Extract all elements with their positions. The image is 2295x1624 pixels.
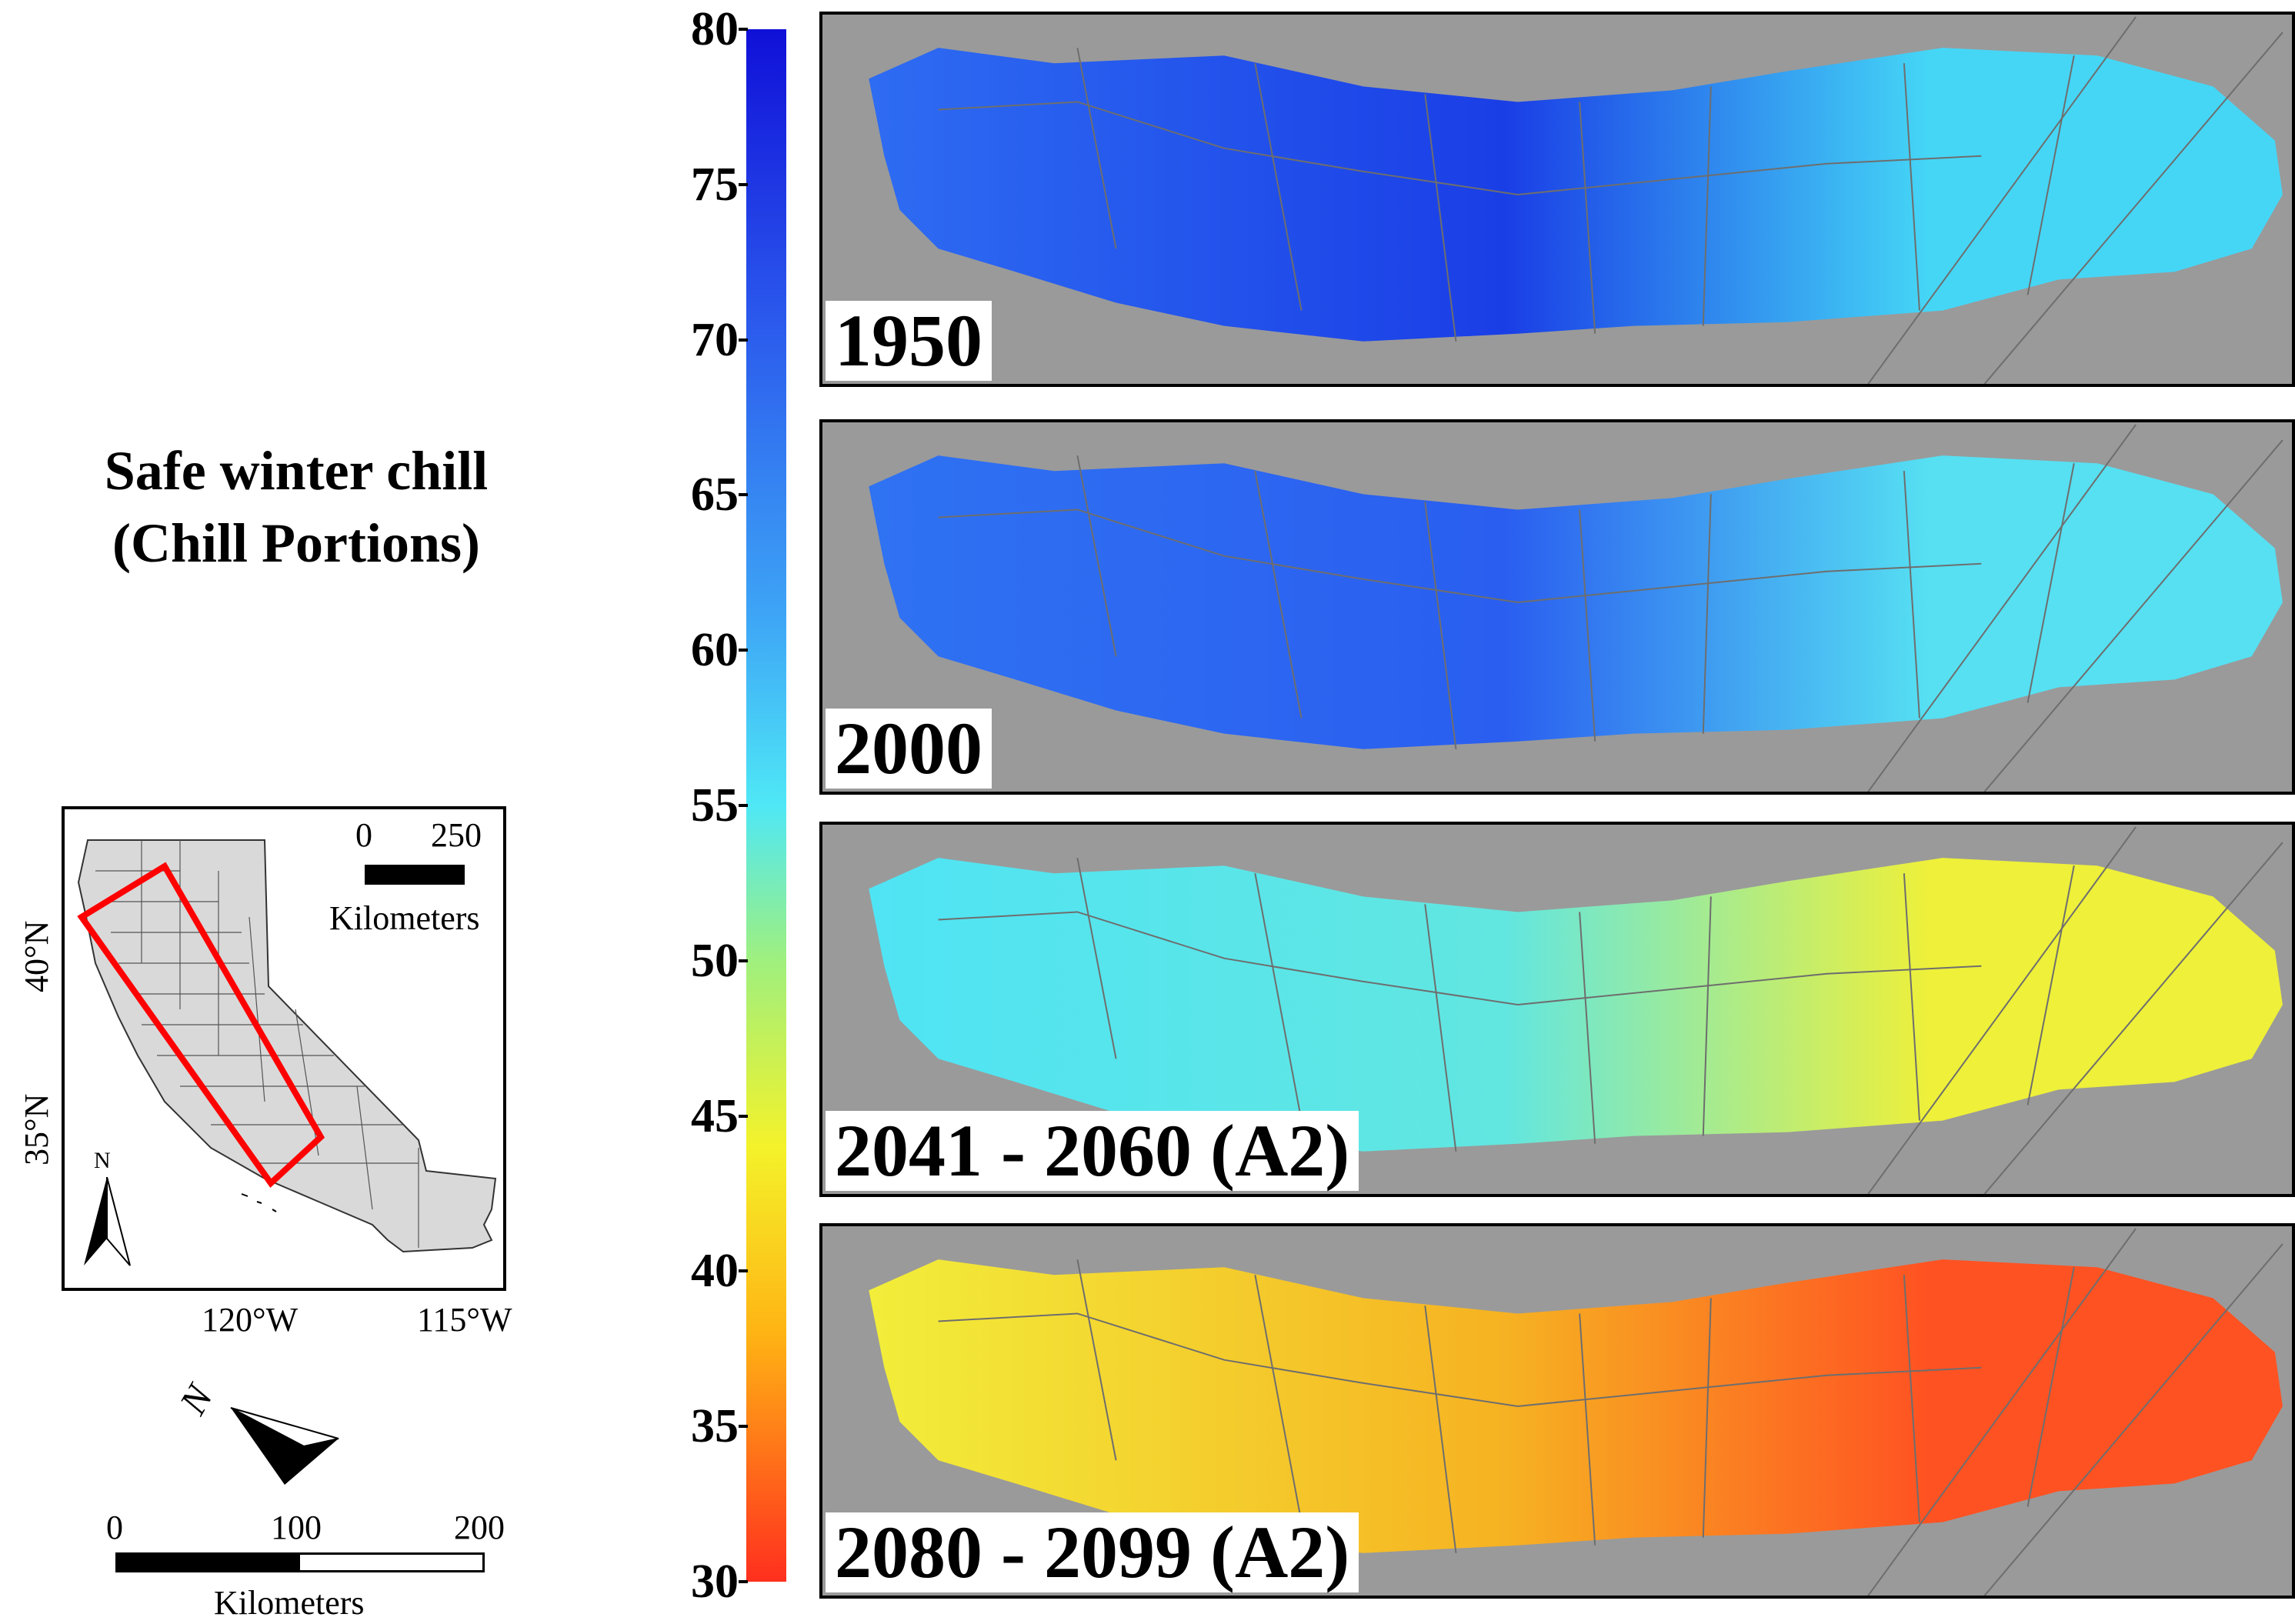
colorbar-tick-label: 40 — [691, 1245, 739, 1298]
locator-map — [62, 806, 506, 1291]
colorbar-tick-mark — [739, 1269, 748, 1273]
colorbar-tick-mark — [739, 28, 748, 31]
colorbar-tick-label: 55 — [691, 779, 739, 832]
study-area-rectangle — [77, 862, 325, 1189]
title-line-1: Safe winter chill — [104, 440, 489, 502]
colorbar-tick-label: 45 — [691, 1089, 739, 1142]
main-scale-0: 0 — [106, 1509, 123, 1546]
panel-label: 2000 — [826, 709, 992, 789]
chill-surface — [869, 48, 2283, 342]
inset-scale-bar — [365, 865, 465, 885]
title-line-2: (Chill Portions) — [112, 512, 480, 574]
main-north-label: N — [171, 1377, 222, 1422]
colorbar-tick-mark — [739, 338, 748, 342]
colorbar-tick-label: 30 — [691, 1556, 739, 1608]
chill-map — [869, 424, 2283, 792]
inset-scale-0: 0 — [355, 816, 372, 854]
lon-label-115: 115°W — [417, 1301, 512, 1339]
colorbar-tick-mark — [739, 959, 748, 962]
california-outline — [77, 839, 497, 1253]
colorbar-tick-mark — [739, 182, 748, 186]
colorbar-tick-mark — [739, 1425, 748, 1429]
inset-scale-250: 250 — [431, 816, 482, 854]
chill-map — [869, 1228, 2283, 1596]
main-scale-200: 200 — [454, 1509, 505, 1546]
chill-surface — [869, 1259, 2283, 1553]
chill-surface — [869, 455, 2283, 749]
panel-label: 1950 — [826, 301, 992, 381]
colorbar-tick-mark — [739, 493, 748, 497]
colorbar-tick-label: 75 — [691, 158, 739, 211]
colorbar-tick-label: 35 — [691, 1400, 739, 1453]
colorbar-tick-mark — [739, 1580, 748, 1583]
map-panel-2: 2000 — [819, 419, 2295, 795]
main-scale-unit: Kilometers — [214, 1584, 365, 1622]
main-north-arrow-icon — [230, 1407, 339, 1485]
colorbar — [746, 29, 786, 1582]
panel-label: 2080 - 2099 (A2) — [826, 1512, 1359, 1592]
lat-label-40: 40°N — [18, 920, 55, 992]
map-title: Safe winter chill (Chill Portions) — [15, 435, 577, 579]
inset-north-label: N — [94, 1148, 111, 1173]
chill-surface — [869, 858, 2283, 1152]
colorbar-tick-label: 65 — [691, 469, 739, 522]
colorbar-tick-label: 60 — [691, 624, 739, 677]
map-panel-4: 2080 - 2099 (A2) — [819, 1223, 2295, 1599]
main-scale-100: 100 — [271, 1509, 322, 1546]
colorbar-tick-mark — [739, 1114, 748, 1118]
lat-label-35: 35°N — [18, 1093, 55, 1165]
colorbar-tick-label: 80 — [691, 3, 739, 55]
colorbar-tick-label: 70 — [691, 313, 739, 366]
inset-scale-unit: Kilometers — [329, 899, 480, 937]
colorbar-tick-label: 50 — [691, 934, 739, 987]
inset-north-arrow-icon — [84, 1177, 131, 1266]
lon-label-120: 120°W — [202, 1301, 299, 1339]
map-panel-3: 2041 - 2060 (A2) — [819, 822, 2295, 1197]
colorbar-tick-mark — [739, 804, 748, 807]
colorbar-tick-mark — [739, 649, 748, 652]
chill-map — [869, 826, 2283, 1194]
map-panel-1: 1950 — [819, 12, 2295, 387]
main-scale-bar — [115, 1552, 485, 1572]
chill-map — [869, 16, 2283, 384]
panel-label: 2041 - 2060 (A2) — [826, 1111, 1359, 1191]
